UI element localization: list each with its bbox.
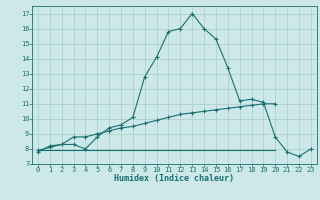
- X-axis label: Humidex (Indice chaleur): Humidex (Indice chaleur): [115, 174, 234, 183]
